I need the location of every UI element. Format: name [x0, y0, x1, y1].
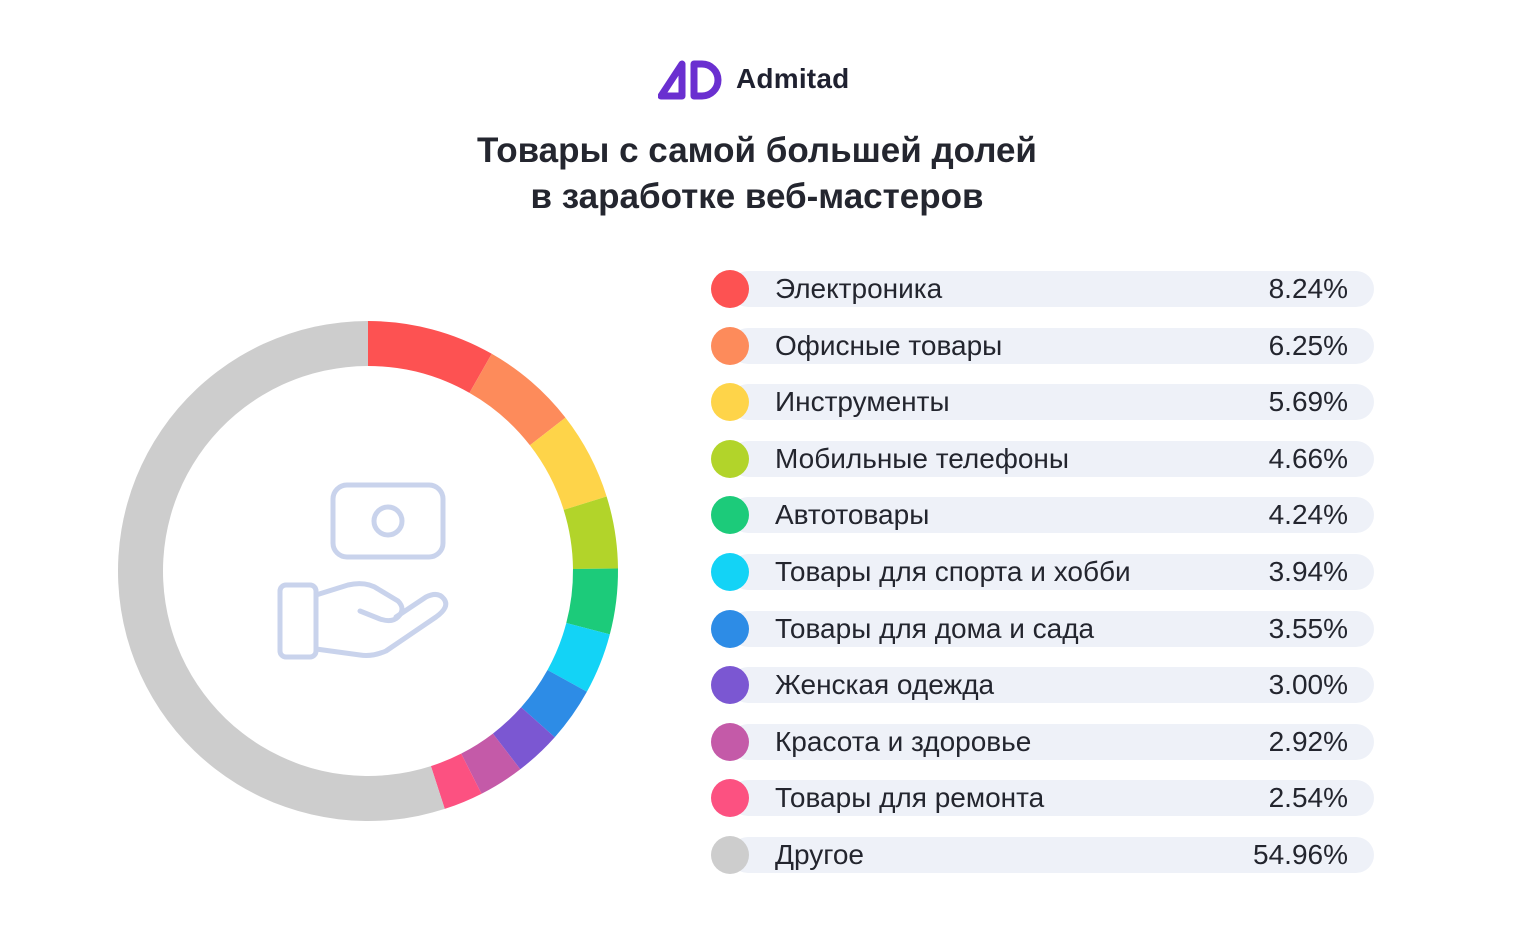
- donut-slice-6: [521, 670, 587, 738]
- legend-row: Красота и здоровье 2.92%: [708, 722, 1374, 780]
- legend-row: Товары для ремонта 2.54%: [708, 779, 1374, 836]
- legend-value: 4.66%: [1268, 442, 1348, 474]
- legend-row: Женская одежда 3.00%: [708, 666, 1374, 723]
- chart-legend: Электроника 8.24% Офисные товары 6.25% Инстр…: [708, 270, 1374, 893]
- logo-text: Admitad: [736, 63, 850, 94]
- legend-color-dot: [711, 552, 749, 591]
- donut-slice-4: [566, 568, 618, 635]
- donut-slice-5: [547, 623, 610, 692]
- legend-label: Электроника: [775, 273, 943, 304]
- legend-row-background: [730, 271, 1374, 307]
- legend-value: 5.69%: [1268, 386, 1348, 418]
- title-line-1: Товары с самой большей долей: [477, 131, 1037, 170]
- legend-row-background: [730, 780, 1374, 817]
- donut-slices: [118, 321, 618, 821]
- legend-label: Офисные товары: [775, 329, 1003, 361]
- legend-row-background: [730, 553, 1374, 590]
- legend-label: Автотовары: [775, 499, 930, 531]
- legend-value: 2.54%: [1268, 782, 1348, 814]
- legend-value: 6.25%: [1268, 329, 1348, 361]
- legend-value: 3.00%: [1268, 669, 1348, 701]
- legend-label: Мобильные телефоны: [775, 442, 1070, 474]
- admitad-logo-icon: [658, 60, 722, 100]
- donut-slice-2: [529, 417, 607, 510]
- legend-value: 2.92%: [1268, 725, 1348, 757]
- legend-value: 3.55%: [1268, 612, 1348, 644]
- legend-row-background: [730, 667, 1374, 704]
- donut-slice-8: [461, 733, 521, 794]
- brand-logo: Admitad: [658, 56, 849, 102]
- legend-row: Товары для спорта и хобби 3.94%: [708, 552, 1374, 610]
- legend-row: Другое 54.96%: [708, 835, 1374, 893]
- legend-row-background: [730, 384, 1374, 421]
- legend-row-background: [730, 836, 1374, 873]
- donut-slice-1: [469, 353, 566, 446]
- legend-value: 8.24%: [1268, 273, 1348, 304]
- legend-color-dot: [711, 722, 749, 761]
- donut-slice-0: [368, 321, 492, 393]
- donut-slice-10: [118, 321, 445, 821]
- legend-color-dot: [711, 326, 749, 365]
- legend-label: Красота и здоровье: [775, 725, 1032, 757]
- legend-label: Товары для спорта и хобби: [775, 555, 1131, 587]
- legend-color-dot: [711, 609, 749, 648]
- legend-row: Инструменты 5.69%: [708, 383, 1374, 440]
- legend-label: Товары для ремонта: [775, 782, 1045, 814]
- legend-row: Товары для дома и сада 3.55%: [708, 609, 1374, 667]
- legend-label: Другое: [775, 838, 864, 870]
- money-on-hand-icon: [277, 482, 449, 660]
- legend-color-dot: [711, 666, 749, 705]
- legend-label: Инструменты: [775, 386, 950, 418]
- legend-row: Электроника 8.24%: [708, 270, 1374, 327]
- legend-color-dot: [711, 383, 749, 422]
- legend-row-background: [730, 497, 1374, 534]
- legend-color-dot: [711, 779, 749, 818]
- legend-color-dot: [711, 496, 749, 535]
- page-title: Товары с самой большей долей в заработке…: [0, 128, 1514, 220]
- legend-row-background: [730, 440, 1374, 477]
- legend-row: Автотовары 4.24%: [708, 496, 1374, 553]
- donut-slice-3: [563, 496, 618, 569]
- donut-slice-9: [430, 753, 482, 809]
- donut-chart: [118, 321, 618, 821]
- legend-value: 3.94%: [1268, 555, 1348, 587]
- legend-row-background: [730, 610, 1374, 647]
- legend-color-dot: [711, 270, 749, 308]
- legend-value: 54.96%: [1253, 838, 1348, 870]
- donut-slice-7: [492, 707, 555, 770]
- legend-color-dot: [711, 835, 749, 874]
- legend-row-background: [730, 327, 1374, 364]
- legend-row: Мобильные телефоны 4.66%: [708, 439, 1374, 497]
- title-line-2: в заработке веб-мастеров: [530, 177, 984, 216]
- legend-row: Офисные товары 6.25%: [708, 326, 1374, 384]
- legend-color-dot: [711, 439, 749, 478]
- legend-label: Товары для дома и сада: [775, 612, 1095, 644]
- legend-value: 4.24%: [1268, 499, 1348, 531]
- legend-label: Женская одежда: [775, 669, 995, 701]
- legend-row-background: [730, 723, 1374, 760]
